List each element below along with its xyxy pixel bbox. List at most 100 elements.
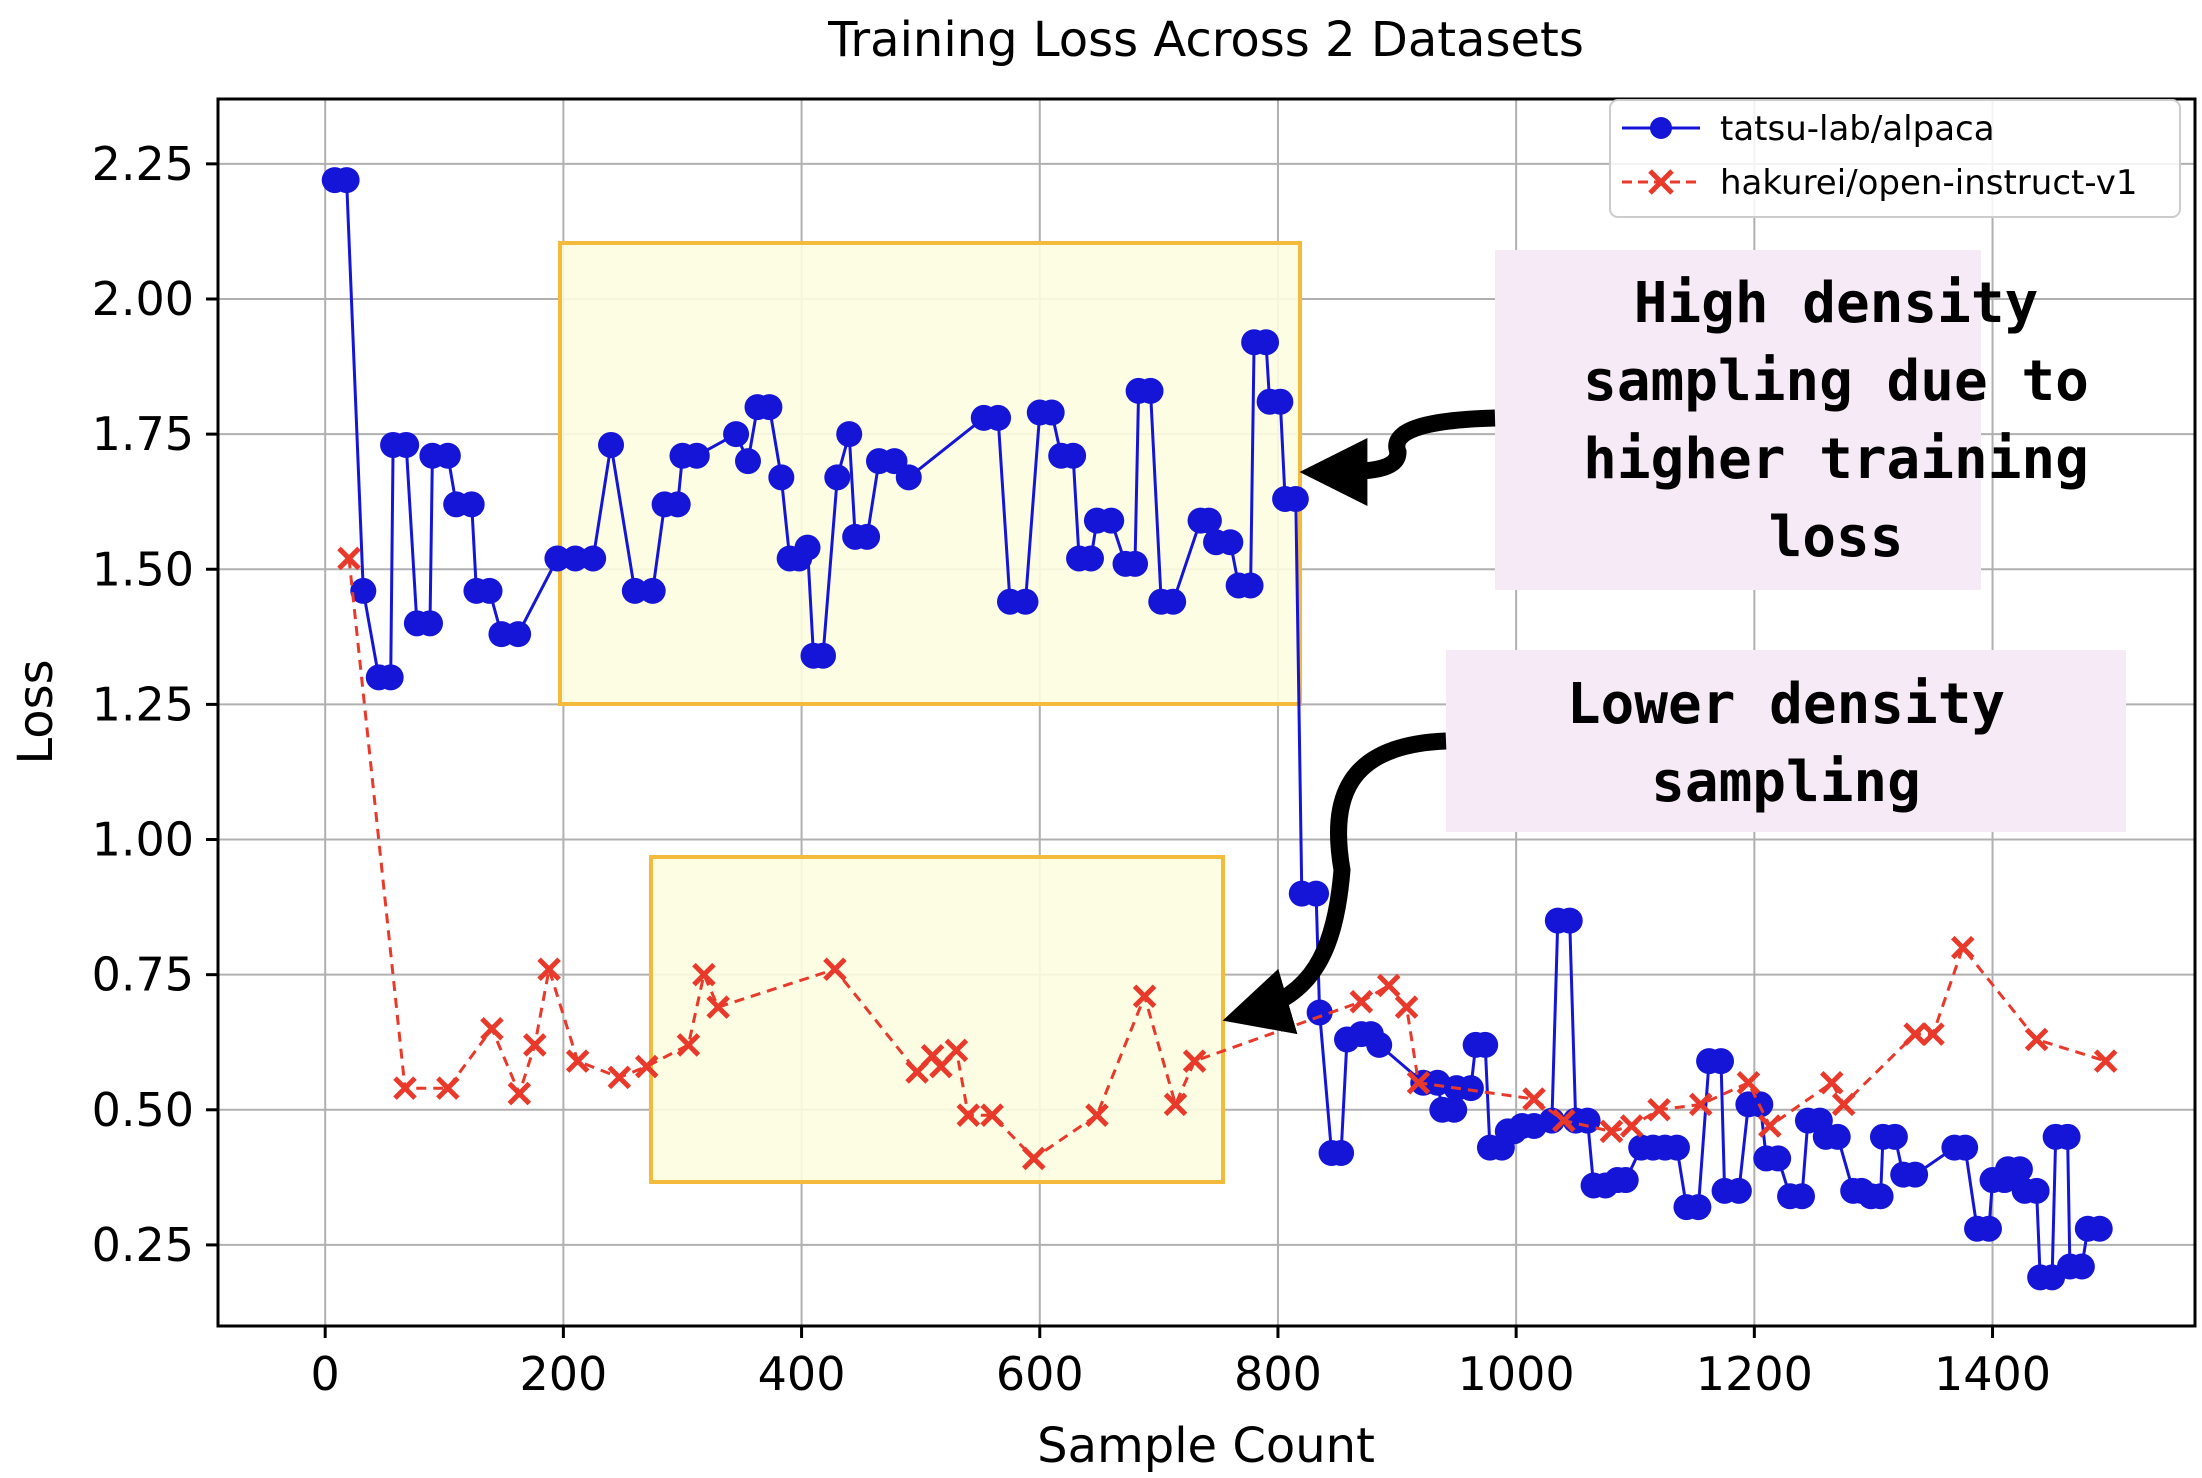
data-point: [1457, 1075, 1484, 1102]
tick-layer: 0 200 400 600 800 1000 1200 1400 0.25 0.50 0.75 1.0…: [92, 137, 2051, 1401]
data-point: [810, 642, 837, 669]
data-point: [1394, 995, 1419, 1019]
data-point: [1612, 1167, 1639, 1194]
data-point: [2024, 1027, 2049, 1052]
data-point: [1122, 550, 1149, 577]
annotation-high-density-line-1: High density: [1634, 271, 2039, 336]
y-tick-label: 0.25: [92, 1218, 194, 1272]
legend-alpaca-label: tatsu-lab/alpaca: [1720, 109, 1995, 149]
data-point: [1085, 1103, 1109, 1127]
annotation-low-density-box: [1446, 650, 2126, 832]
data-point: [607, 1065, 632, 1090]
y-tick-label: 1.50: [92, 542, 194, 596]
data-point: [734, 448, 761, 475]
x-tick-label: 800: [1234, 1347, 1322, 1401]
data-point: [1574, 1107, 1601, 1134]
data-point: [2006, 1156, 2033, 1183]
legend-open-instruct-marker: [1648, 169, 1674, 195]
data-point: [1253, 329, 1280, 356]
data-point: [664, 491, 691, 518]
data-point: [794, 534, 821, 561]
data-point: [1921, 1022, 1945, 1046]
x-tick-label: 1000: [1458, 1347, 1575, 1401]
data-point: [1619, 1114, 1644, 1138]
data-point: [1736, 1070, 1761, 1095]
x-tick-label: 600: [996, 1347, 1084, 1401]
annotation-high-density-line-3: higher training: [1583, 427, 2089, 492]
data-point: [1303, 880, 1330, 907]
data-point: [1975, 1215, 2002, 1242]
data-point: [1012, 588, 1039, 615]
data-point: [836, 421, 863, 448]
y-tick-label: 1.25: [92, 677, 194, 731]
y-tick-label: 2.00: [92, 272, 194, 326]
data-point: [2068, 1253, 2095, 1280]
data-point: [333, 167, 360, 194]
data-point: [1599, 1119, 1624, 1144]
legend: tatsu-lab/alpaca hakurei/open-instruct-v…: [1609, 99, 2181, 218]
data-point: [1077, 545, 1104, 572]
data-point: [1688, 1092, 1713, 1117]
data-point: [1406, 1070, 1431, 1095]
data-point: [458, 491, 485, 518]
data-point: [634, 1054, 659, 1079]
series-layer: [321, 167, 2118, 1291]
data-point: [1788, 1183, 1815, 1210]
data-point: [507, 1081, 532, 1106]
data-point: [676, 1033, 701, 1057]
data-point: [1366, 1031, 1393, 1058]
data-point: [1881, 1123, 1908, 1150]
data-point: [1725, 1177, 1752, 1204]
legend-alpaca-marker: [1650, 117, 1672, 139]
data-point: [706, 995, 730, 1019]
data-point: [1217, 529, 1244, 556]
data-point: [1765, 1145, 1792, 1172]
data-point: [1137, 377, 1164, 404]
data-point: [337, 546, 361, 571]
y-tick-label: 2.25: [92, 137, 194, 191]
data-point: [1098, 507, 1125, 534]
series-open-instruct: [337, 546, 2118, 1171]
data-point: [1556, 907, 1583, 934]
data-point: [350, 577, 377, 604]
data-point: [523, 1033, 547, 1057]
data-point: [1758, 1114, 1782, 1138]
data-point: [598, 431, 625, 458]
y-tick-label: 0.75: [92, 948, 194, 1002]
data-point: [1552, 1108, 1576, 1133]
data-point: [639, 577, 666, 604]
data-point: [562, 545, 589, 572]
x-tick-label: 0: [311, 1347, 340, 1401]
x-tick-label: 400: [758, 1347, 846, 1401]
annotation-low-density-line-1: Lower density: [1567, 672, 2005, 737]
data-point: [756, 394, 783, 421]
data-point: [1163, 1092, 1188, 1117]
data-point: [565, 1049, 590, 1073]
data-point: [393, 1076, 417, 1100]
annotation-high-density-line-2: sampling due to: [1583, 349, 2089, 414]
legend-box: [1609, 99, 2181, 218]
data-point: [393, 431, 420, 458]
high-density-highlight-box: [558, 241, 1302, 706]
data-point: [1819, 1070, 1844, 1095]
data-point: [1952, 1134, 1979, 1161]
data-point: [1663, 1134, 1690, 1161]
chart-title: Training Loss Across 2 Datasets: [827, 12, 1584, 68]
data-point: [416, 610, 443, 637]
data-point: [377, 664, 404, 691]
data-point: [768, 464, 795, 491]
x-tick-label: 1400: [1934, 1347, 2051, 1401]
data-point: [1647, 1098, 1671, 1122]
data-point: [1903, 1022, 1927, 1046]
data-point: [1376, 973, 1401, 998]
data-point: [537, 957, 561, 982]
data-point: [1267, 388, 1294, 415]
data-point: [480, 1016, 504, 1041]
data-point: [1831, 1092, 1856, 1117]
data-point: [621, 577, 648, 604]
data-point: [956, 1103, 981, 1127]
data-point: [683, 442, 710, 469]
arrow-to-low-density: [1222, 732, 1447, 1035]
data-point: [436, 1076, 460, 1100]
